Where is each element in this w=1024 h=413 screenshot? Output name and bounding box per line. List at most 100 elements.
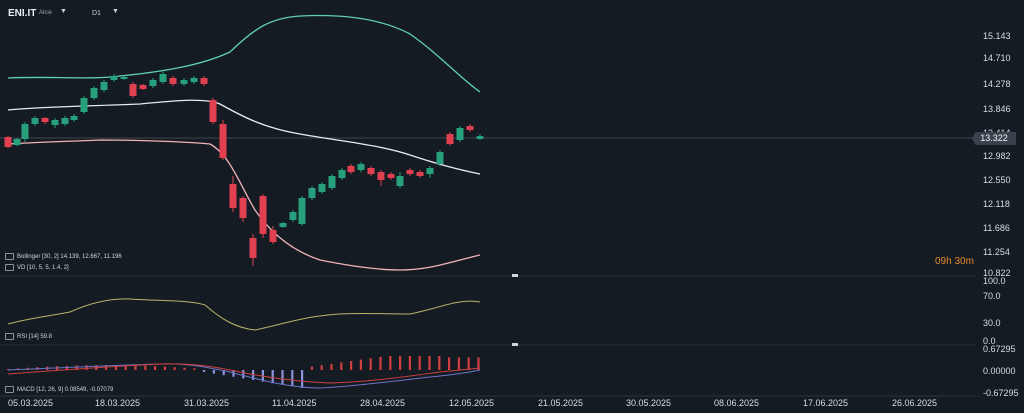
macd-histogram-bar — [340, 362, 343, 370]
price-axis[interactable]: 15.14314.71014.27813.84613.41412.98212.5… — [983, 31, 1011, 278]
rsi-axis-label: 100.0 — [983, 276, 1006, 286]
date-label: 28.04.2025 — [360, 398, 405, 408]
macd-histogram-bar — [477, 357, 480, 370]
bull-candle — [328, 174, 336, 190]
settings-icon[interactable] — [5, 333, 14, 340]
settings-icon[interactable] — [5, 264, 14, 271]
macd-axis-label: 0.67295 — [983, 344, 1016, 354]
macd-histogram-bar — [222, 370, 225, 376]
bear-candle — [387, 172, 395, 180]
date-label: 12.05.2025 — [449, 398, 494, 408]
macd-histogram-bar — [173, 367, 176, 370]
pane-resize-handle[interactable] — [512, 274, 518, 277]
timeframe-selector[interactable]: D1 — [92, 10, 101, 17]
exchange-label: Alcie — [39, 10, 53, 16]
bull-candle — [456, 126, 464, 142]
bull-candle — [357, 162, 365, 172]
date-label: 08.06.2025 — [714, 398, 759, 408]
rsi-label: RSI [14] 59.8 — [17, 333, 53, 340]
rsi-axis: 100.0 70.0 30.0 0.0 — [983, 276, 1006, 346]
date-label: 17.06.2025 — [803, 398, 848, 408]
chevron-down-icon[interactable]: ▼ — [60, 8, 67, 15]
macd-histogram-bar — [183, 367, 186, 370]
macd-histogram-bar — [359, 359, 362, 370]
bollinger-lower-band — [7, 139, 481, 271]
vd-label: VD [10, 5, 5, 1.4, 2] — [17, 264, 69, 271]
date-label: 05.03.2025 — [8, 398, 53, 408]
bear-candle — [249, 234, 257, 266]
macd-histogram-bar — [330, 363, 333, 370]
bear-candle — [139, 84, 147, 90]
bear-candle — [259, 194, 267, 238]
macd-histogram-bar — [379, 356, 382, 370]
macd-histogram-bar — [114, 365, 117, 370]
bear-candle — [4, 136, 12, 148]
macd-histogram-bar — [408, 356, 411, 370]
date-label: 26.06.2025 — [892, 398, 937, 408]
bear-candle — [446, 132, 454, 146]
settings-icon[interactable] — [5, 386, 14, 393]
bull-candle — [31, 116, 39, 126]
bollinger-label: Bollinger [30, 2] 14.139, 12.667, 11.196 — [17, 253, 122, 260]
price-label: 12.982 — [983, 151, 1011, 161]
chevron-down-icon[interactable]: ▼ — [112, 8, 119, 15]
macd-legend[interactable]: MACD [12, 26, 9] 0.08549, -0.07079 — [5, 386, 113, 393]
bollinger-middle-band — [7, 99, 481, 175]
bear-candle — [239, 196, 247, 222]
macd-signal-line — [7, 363, 481, 384]
bull-candle — [70, 114, 78, 122]
price-label: 15.143 — [983, 31, 1011, 41]
macd-axis-label: -0.67295 — [983, 388, 1019, 398]
macd-histogram-bar — [457, 357, 460, 370]
bull-candle — [13, 138, 21, 146]
chart-header: ENI.IT Alcie ▼ D1 ▼ — [0, 0, 1024, 26]
rsi-legend[interactable]: RSI [14] 59.8 — [5, 333, 52, 340]
bull-candle — [426, 166, 434, 178]
symbol-name[interactable]: ENI.IT — [8, 8, 37, 19]
rsi-axis-label: 70.0 — [983, 291, 1001, 301]
macd-histogram-bar — [134, 365, 137, 370]
bull-candle — [149, 78, 157, 88]
macd-histogram-bar — [203, 370, 206, 372]
bull-candle — [180, 78, 188, 86]
bull-candle — [100, 80, 108, 92]
macd-label: MACD [12, 26, 9] 0.08549, -0.07079 — [17, 386, 114, 393]
candle-countdown: 09h 30m — [935, 256, 974, 267]
macd-histogram-bar — [163, 366, 166, 370]
macd-histogram-bar — [369, 358, 372, 370]
macd-axis: 0.67295 0.00000 -0.67295 — [983, 344, 1019, 398]
bull-candle — [318, 182, 326, 194]
bollinger-legend[interactable]: Bollinger [30, 2] 14.139, 12.667, 11.196 — [5, 253, 122, 260]
vd-legend[interactable]: VD [10, 5, 5, 1.4, 2] — [5, 264, 69, 271]
bear-candle — [41, 117, 49, 124]
price-label: 13.846 — [983, 104, 1011, 114]
macd-histogram-bar — [418, 356, 421, 370]
bull-candle — [436, 150, 444, 166]
candlesticks — [4, 72, 484, 266]
rsi-axis-label: 30.0 — [983, 318, 1001, 328]
macd-histogram-bar — [85, 365, 88, 370]
date-label: 18.03.2025 — [95, 398, 140, 408]
settings-icon[interactable] — [5, 253, 14, 260]
bear-candle — [377, 170, 385, 186]
macd-histogram-bar — [350, 361, 353, 370]
bull-candle — [159, 72, 167, 84]
macd-histogram-bar — [438, 356, 441, 370]
price-label: 14.710 — [983, 53, 1011, 63]
macd-histogram-bar — [252, 370, 255, 380]
pane-resize-handle[interactable] — [512, 343, 518, 346]
bull-candle — [190, 76, 198, 84]
bull-candle — [21, 122, 29, 142]
bull-candle — [289, 210, 297, 222]
macd-histogram-bar — [467, 357, 470, 370]
bear-candle — [209, 98, 217, 124]
bear-candle — [129, 82, 137, 98]
price-label: 12.118 — [983, 199, 1010, 209]
rsi-axis-label: 0.0 — [983, 336, 996, 346]
date-axis[interactable]: 05.03.2025 18.03.2025 31.03.2025 11.04.2025… — [8, 398, 937, 408]
date-label: 11.04.2025 — [272, 398, 316, 408]
macd-histogram-bar — [310, 366, 313, 370]
macd-histogram-bar — [193, 368, 196, 370]
bear-candle — [466, 124, 474, 132]
